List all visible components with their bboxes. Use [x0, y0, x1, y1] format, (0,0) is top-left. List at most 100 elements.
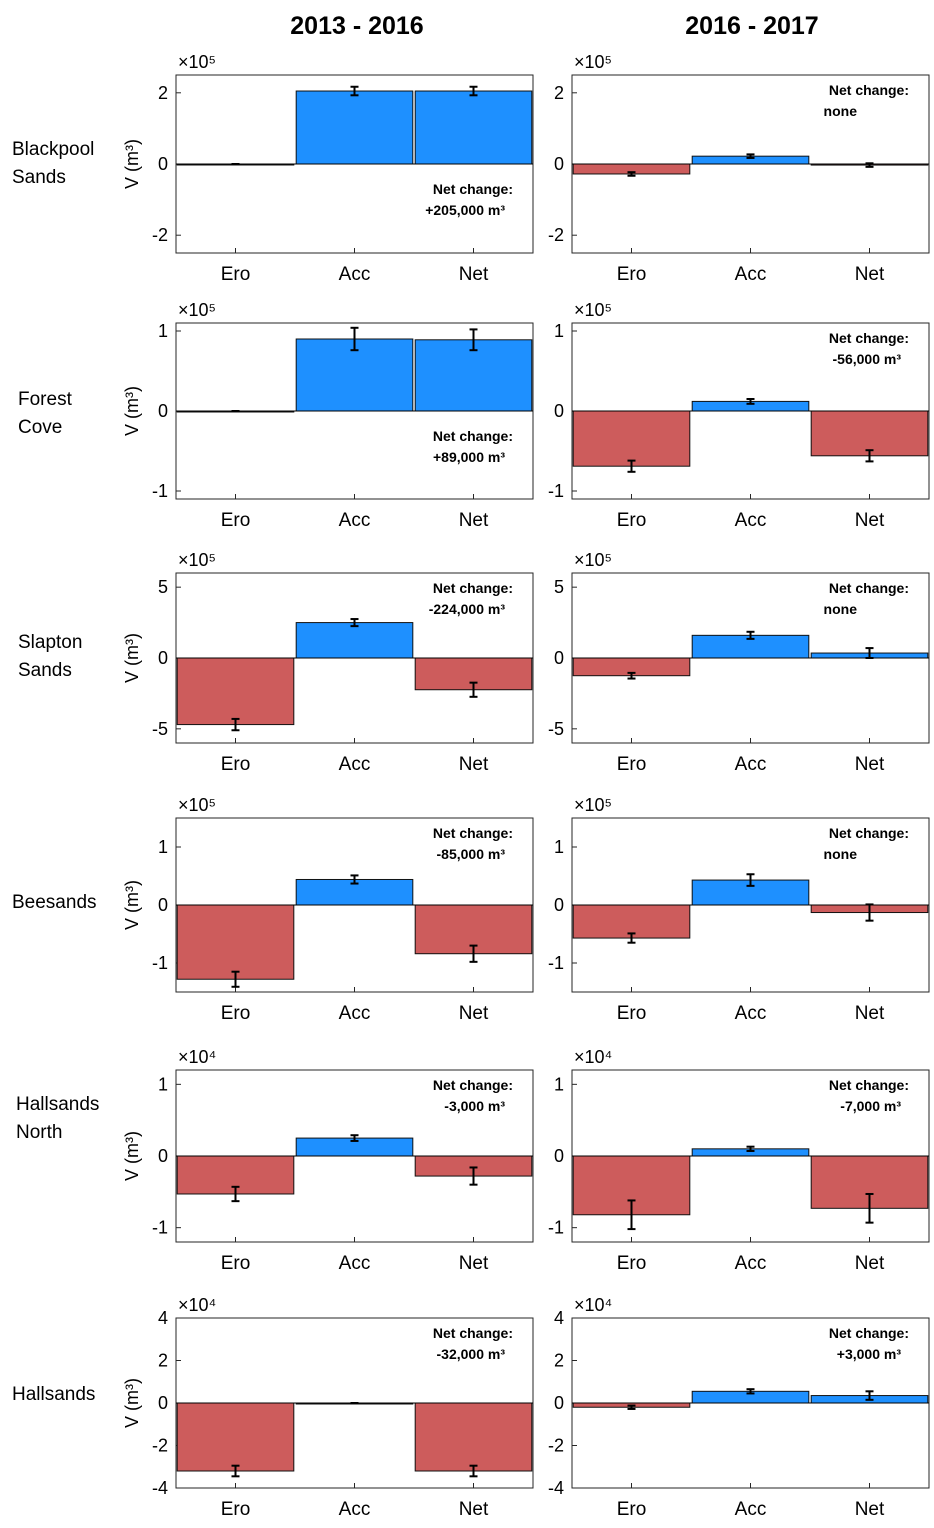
y-axis-label: V (m³)	[122, 880, 142, 930]
y-tick-label: -5	[548, 719, 564, 739]
x-tick-label-net: Net	[855, 1003, 885, 1024]
y-axis-multiplier: ×10⁴	[178, 1295, 216, 1315]
net-change-label: Net change:	[433, 428, 513, 444]
bar-ero	[176, 657, 295, 726]
bar-ero	[176, 904, 295, 980]
x-tick-label-ero: Ero	[617, 1003, 647, 1024]
y-tick-label: -4	[152, 1478, 168, 1498]
panel-slapton-sands-2013-2016: -5 0 5 ×10⁵ V (m³) Slapton Sands Ero Acc Net Net c…	[18, 550, 534, 775]
y-tick-label: 0	[158, 154, 168, 174]
panel-blackpool-sands-2016-2017: -2 0 2 ×10⁵ Ero Acc Net Net change: none	[548, 52, 930, 285]
y-tick-label: 0	[554, 648, 564, 668]
net-change-value: +3,000 m³	[837, 1346, 902, 1362]
row-label-slapton-sands: Slapton Sands	[18, 632, 82, 681]
x-tick-label-net: Net	[855, 1499, 885, 1520]
y-tick-label: 5	[158, 577, 168, 597]
x-tick-label-acc: Acc	[735, 264, 767, 285]
panel-hallsands-north-2016-2017: -1 0 1 ×10⁴ Ero Acc Net Net change: -7,000 m³	[548, 1047, 930, 1274]
net-change-value: -85,000 m³	[437, 846, 506, 862]
y-axis-multiplier: ×10⁵	[574, 795, 612, 815]
y-tick-label: 2	[554, 83, 564, 103]
net-change-label: Net change:	[433, 1325, 513, 1341]
x-tick-label-ero: Ero	[221, 1003, 251, 1024]
y-tick-label: 2	[554, 1351, 564, 1371]
y-tick-label: 1	[158, 837, 168, 857]
y-axis-label: V (m³)	[122, 386, 142, 436]
x-tick-label-net: Net	[459, 1253, 489, 1274]
panel-slapton-sands-2016-2017: -5 0 5 ×10⁵ Ero Acc Net Net change: none	[548, 550, 930, 775]
net-change-label: Net change:	[829, 82, 909, 98]
panel-hallsands-2013-2016: 4 2 0 -2 -4 ×10⁴ V (m³) Hallsands Ero Acc Net Net c…	[12, 1295, 534, 1520]
y-tick-label: 2	[158, 1351, 168, 1371]
y-tick-label: 1	[158, 321, 168, 341]
panel-forest-cove-2013-2016: -1 0 1 ×10⁵ V (m³) Forest Cove Ero Acc Net Net cha…	[18, 300, 534, 531]
y-tick-label: 2	[158, 83, 168, 103]
y-axis-multiplier: ×10⁴	[574, 1047, 612, 1067]
x-tick-label-ero: Ero	[617, 264, 647, 285]
y-tick-label: 0	[554, 154, 564, 174]
x-tick-label-acc: Acc	[735, 754, 767, 775]
x-tick-label-net: Net	[855, 1253, 885, 1274]
x-tick-label-acc: Acc	[735, 1253, 767, 1274]
y-tick-label: 4	[158, 1308, 168, 1328]
x-tick-label-ero: Ero	[617, 1499, 647, 1520]
x-tick-label-acc: Acc	[735, 510, 767, 531]
y-tick-label: -1	[548, 1218, 564, 1238]
bar-ero	[176, 1402, 295, 1472]
y-tick-label: 5	[554, 577, 564, 597]
y-tick-label: -2	[548, 1436, 564, 1456]
y-tick-label: -5	[152, 719, 168, 739]
y-axis-multiplier: ×10⁵	[178, 795, 216, 815]
y-tick-label: 0	[554, 1146, 564, 1166]
panel-blackpool-sands-2013-2016: -2 0 2 ×10⁵ V (m³) Blackpool Sands Ero Acc Net Net…	[12, 52, 534, 285]
net-change-label: Net change:	[433, 1077, 513, 1093]
net-change-label: Net change:	[433, 825, 513, 841]
net-change-label: Net change:	[829, 580, 909, 596]
net-change-value: none	[824, 103, 858, 119]
net-change-label: Net change:	[829, 330, 909, 346]
x-tick-label-net: Net	[459, 1003, 489, 1024]
column-title-2013-2016: 2013 - 2016	[290, 12, 423, 40]
x-tick-label-net: Net	[459, 754, 489, 775]
x-tick-label-ero: Ero	[617, 1253, 647, 1274]
y-tick-label: 0	[554, 401, 564, 421]
y-tick-label: 0	[158, 1393, 168, 1413]
y-tick-label: -1	[548, 953, 564, 973]
net-change-value: +205,000 m³	[425, 202, 505, 218]
x-tick-label-ero: Ero	[221, 510, 251, 531]
net-change-value: -56,000 m³	[833, 351, 902, 367]
x-tick-label-ero: Ero	[221, 1499, 251, 1520]
y-axis-multiplier: ×10⁵	[178, 300, 216, 320]
net-change-label: Net change:	[433, 580, 513, 596]
x-tick-label-ero: Ero	[617, 510, 647, 531]
x-tick-label-ero: Ero	[221, 1253, 251, 1274]
x-tick-label-net: Net	[459, 264, 489, 285]
y-tick-label: 1	[554, 837, 564, 857]
x-tick-label-acc: Acc	[339, 1253, 371, 1274]
net-change-value: -224,000 m³	[429, 601, 506, 617]
x-tick-label-acc: Acc	[339, 754, 371, 775]
bar-net	[414, 339, 533, 412]
net-change-value: none	[824, 846, 858, 862]
y-axis-multiplier: ×10⁵	[574, 300, 612, 320]
row-label-hallsands-north: Hallsands North	[16, 1094, 99, 1143]
net-change-value: -32,000 m³	[437, 1346, 506, 1362]
x-tick-label-net: Net	[855, 754, 885, 775]
x-tick-label-acc: Acc	[735, 1499, 767, 1520]
net-change-value: none	[824, 601, 858, 617]
bar-ero	[572, 410, 691, 467]
y-tick-label: 0	[158, 648, 168, 668]
row-label-blackpool-sands: Blackpool Sands	[12, 139, 94, 188]
bar-acc	[295, 90, 414, 165]
y-tick-label: 0	[158, 895, 168, 915]
panel-forest-cove-2016-2017: -1 0 1 ×10⁵ Ero Acc Net Net change: -56,000 m³	[548, 300, 930, 531]
y-tick-label: 0	[158, 401, 168, 421]
y-axis-multiplier: ×10⁵	[178, 52, 216, 72]
x-tick-label-net: Net	[459, 1499, 489, 1520]
y-tick-label: -2	[152, 1436, 168, 1456]
x-tick-label-net: Net	[855, 510, 885, 531]
y-tick-label: 1	[554, 321, 564, 341]
row-label-forest-cove: Forest Cove	[18, 389, 73, 438]
y-axis-multiplier: ×10⁴	[178, 1047, 216, 1067]
panel-hallsands-north-2013-2016: -1 0 1 ×10⁴ V (m³) Hallsands North Ero Acc Net Net…	[16, 1047, 534, 1274]
